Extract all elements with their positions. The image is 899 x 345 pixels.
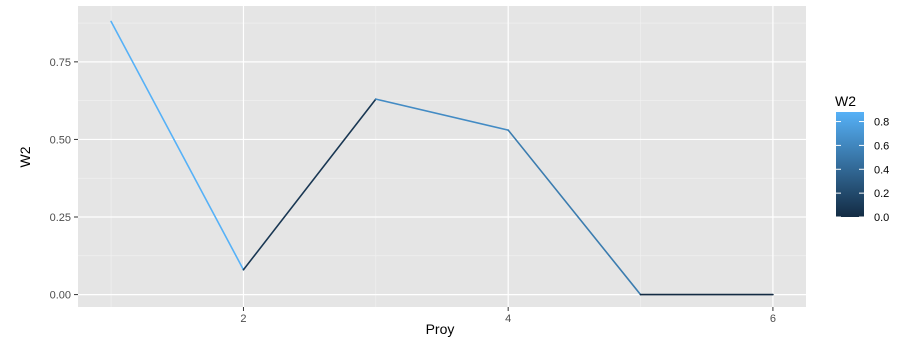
x-axis-title: Proy	[426, 321, 455, 337]
plot-panel	[78, 6, 806, 307]
y-tick-label: 0.50	[50, 134, 71, 146]
y-tick-label: 0.75	[50, 57, 71, 69]
series-line	[110, 20, 774, 296]
line-segment-4	[507, 129, 642, 296]
y-axis-ticks: 0.00 0.25 0.50 0.75	[50, 57, 78, 302]
legend-tick-label: 0.4	[874, 164, 889, 176]
x-tick-label: 2	[240, 313, 246, 325]
minor-gridlines	[78, 6, 806, 307]
legend: W2 0.0 0.2 0.4 0.6 0.8	[835, 93, 889, 224]
y-axis-title: W2	[17, 146, 33, 167]
major-gridlines	[78, 6, 806, 307]
x-tick-label: 4	[505, 313, 511, 325]
x-tick-label: 6	[770, 313, 776, 325]
legend-ticks: 0.0 0.2 0.4 0.6 0.8	[836, 117, 889, 224]
line-segment-3	[375, 98, 509, 131]
legend-tick-label: 0.2	[874, 188, 889, 200]
legend-tick-label: 0.6	[874, 140, 889, 152]
legend-tick-label: 0.0	[874, 212, 889, 224]
y-tick-label: 0.25	[50, 212, 71, 224]
y-tick-label: 0.00	[50, 290, 71, 302]
legend-colorbar	[836, 112, 864, 217]
line-segment-1	[110, 20, 245, 271]
legend-tick-label: 0.8	[874, 117, 889, 129]
legend-title: W2	[835, 93, 856, 109]
x-axis-ticks: 2 4 6	[240, 307, 776, 325]
line-segment-2	[242, 98, 377, 271]
